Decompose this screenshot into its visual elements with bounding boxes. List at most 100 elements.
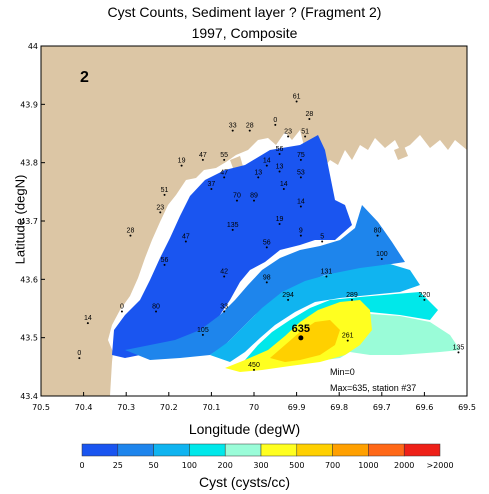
station-dot	[253, 199, 255, 202]
station-dot	[376, 234, 379, 237]
max-annotation: Max=635, station #37	[330, 383, 416, 393]
station-value-label: 0	[120, 304, 124, 311]
station-value-label: 80	[152, 304, 160, 311]
station-dot	[278, 223, 281, 225]
station-dot	[120, 310, 123, 313]
station-dot	[201, 333, 204, 336]
contour-500-700	[270, 320, 340, 362]
station-dot	[86, 322, 89, 325]
contour-100-200	[245, 292, 438, 360]
station-value-label: 70	[233, 193, 241, 200]
station-value-label: 13	[276, 164, 284, 171]
station-dot	[265, 246, 268, 249]
y-axis-label: Latitude (degN)	[12, 174, 28, 265]
station-dot	[308, 118, 311, 120]
colorbar-swatch	[81, 443, 119, 457]
x-axis-label: Longitude (degW)	[188, 421, 301, 437]
station-dot	[78, 357, 81, 360]
station-dot	[278, 170, 281, 173]
contour-25-50	[125, 205, 405, 360]
station-value-label: 14	[263, 158, 271, 165]
x-tick-label: 69.6	[415, 403, 433, 412]
colorbar-swatch	[224, 443, 262, 457]
x-axis-ticks: 70.5 70.4 70.3 70.2 70.1 70 69.9 69.8 69.7 69.6 69…	[32, 392, 476, 412]
y-tick-label: 43.5	[20, 334, 38, 343]
station-value-label: 98	[263, 274, 271, 281]
station-value-label: 28	[305, 111, 313, 118]
station-value-label: 51	[161, 187, 169, 194]
station-dot	[184, 240, 187, 243]
station-dot	[257, 176, 260, 179]
colorbar-tick-label: 100	[182, 461, 197, 470]
station-value-label: 23	[284, 129, 292, 136]
colorbar-tick-label: >2000	[426, 461, 453, 470]
colorbar-tick-label: 25	[113, 461, 123, 470]
panel-label: 2	[80, 69, 89, 86]
station-dot	[235, 199, 238, 202]
colorbar-swatch	[153, 443, 190, 457]
colorbar-tick-label: 700	[325, 461, 340, 470]
chart-title: Cyst Counts, Sediment layer ? (Fragment …	[107, 4, 382, 20]
station-dot	[299, 158, 302, 161]
station-dot	[223, 176, 226, 179]
land-mainland	[41, 46, 467, 396]
station-dot	[223, 275, 226, 278]
station-value-label: 56	[263, 239, 271, 246]
station-value-label: 47	[182, 234, 190, 241]
station-value-label: 9	[299, 228, 303, 235]
colorbar-tick-label: 50	[149, 461, 159, 470]
y-tick-label: 43.7	[20, 217, 38, 226]
station-value-label: 51	[301, 129, 309, 136]
station-value-label: 5	[320, 234, 324, 241]
x-tick-label: 69.8	[330, 403, 348, 412]
station-value-label: 23	[156, 204, 164, 211]
colorbar-tick-label: 1000	[358, 461, 378, 470]
station-value-label: 61	[293, 94, 301, 101]
station-value-label: 75	[297, 152, 305, 159]
station-dot	[253, 368, 255, 371]
station-value-label: 42	[220, 269, 228, 276]
station-value-label: 220	[419, 292, 431, 299]
colorbar-swatch	[296, 443, 333, 457]
station-dot	[223, 310, 226, 313]
y-tick-label: 43.8	[20, 159, 38, 168]
station-value-label: 14	[84, 315, 92, 322]
station-value-label: 37	[208, 181, 216, 188]
station-value-label: 33	[220, 304, 228, 311]
station-dot	[265, 164, 268, 167]
station-value-label: 80	[374, 228, 382, 235]
y-tick-label: 43.6	[20, 275, 38, 284]
station-value-label: 261	[342, 333, 354, 340]
y-tick-label: 43.4	[20, 392, 38, 401]
colorbar: 0 25 50 100 200 300 500 700 1000 2000 >2000	[79, 443, 454, 470]
station-value-label: 135	[453, 344, 465, 351]
land-island-3	[394, 146, 408, 160]
station-dot	[265, 281, 268, 284]
x-tick-label: 70.1	[202, 403, 220, 412]
station-value-label: 105	[197, 327, 209, 334]
x-tick-label: 70	[249, 403, 259, 412]
station-value-label: 14	[297, 199, 305, 206]
station-dot	[325, 275, 328, 278]
colorbar-swatch	[332, 443, 369, 457]
station-dot	[346, 339, 349, 342]
min-annotation: Min=0	[330, 367, 355, 377]
station-dot	[231, 129, 234, 132]
x-tick-label: 70.4	[75, 403, 93, 412]
station-value-label: 131	[321, 269, 333, 276]
colorbar-label: Cyst (cysts/cc)	[199, 474, 290, 490]
colorbar-tick-label: 300	[253, 461, 268, 470]
station-dot	[457, 351, 460, 354]
station-dot	[201, 158, 204, 161]
x-tick-label: 70.5	[32, 403, 50, 412]
station-dot	[155, 310, 158, 313]
x-tick-label: 69.5	[458, 403, 476, 412]
station-dot	[278, 153, 281, 155]
station-dot	[299, 176, 302, 179]
x-tick-label: 70.2	[160, 403, 178, 412]
station-dot	[159, 211, 162, 214]
station-value-label: 294	[282, 292, 294, 299]
station-dot	[282, 188, 285, 190]
